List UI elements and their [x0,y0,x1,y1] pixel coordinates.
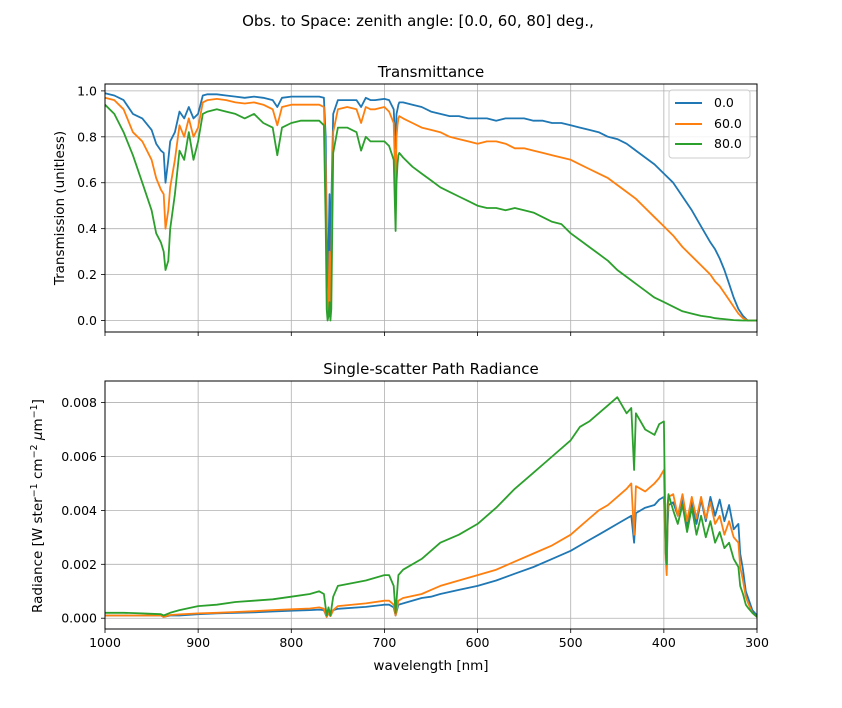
radiance-series [105,396,758,618]
y-tick-label: 0.002 [61,557,97,572]
transmittance-panel: Transmittance 0.0 0.2 0.4 0.6 0.8 1.0 Transmi… [52,63,758,336]
transmittance-title: Transmittance [377,63,484,81]
x-tick-label: 800 [279,635,303,650]
y-tick-label: 0.006 [61,449,97,464]
transmittance-legend: 0.0 60.0 80.0 [668,89,751,159]
x-tick-label: 500 [559,635,583,650]
radiance-ylabel: Radiance [W ster−1 cm−2 μm−1] [29,399,46,613]
series-line-80-0 [104,104,757,322]
y-tick-label: 0.000 [61,611,97,626]
y-tick-label: 0.2 [77,267,97,282]
x-tick-label: 400 [652,635,676,650]
x-tick-label: 300 [745,635,769,650]
figure-suptitle: Obs. to Space: zenith angle: [0.0, 60, 8… [242,12,594,30]
transmittance-series [104,92,757,322]
y-tick-label: 0.0 [77,313,97,328]
legend-label-1: 60.0 [714,116,742,131]
radiance-xlabel: wavelength [nm] [373,658,488,674]
transmittance-x-ticks [104,332,758,336]
x-tick-label: 700 [372,635,396,650]
legend-label-2: 80.0 [714,136,742,151]
x-tick-label: 1000 [89,635,121,650]
series-line-0-0 [104,92,757,322]
series-line-60-0 [105,469,758,618]
series-line-60-0 [104,96,757,322]
y-tick-label: 1.0 [77,83,97,98]
series-line-0-0 [105,495,758,618]
radiance-x-ticks: 1000 900 800 700 600 500 400 300 [89,629,769,650]
x-tick-label: 900 [186,635,210,650]
legend-frame [668,89,751,159]
radiance-title: Single-scatter Path Radiance [323,360,539,378]
y-tick-label: 0.004 [61,503,97,518]
transmittance-plot-frame [104,83,758,333]
radiance-plot-frame [104,380,758,630]
radiance-y-ticks: 0.000 0.002 0.004 0.006 0.008 [61,395,105,626]
y-tick-label: 0.8 [77,129,97,144]
transmittance-y-ticks: 0.0 0.2 0.4 0.6 0.8 1.0 [77,83,105,328]
legend-label-0: 0.0 [714,95,734,110]
transmittance-ylabel: Transmission (unitless) [52,131,68,286]
x-tick-label: 600 [466,635,490,650]
y-tick-label: 0.6 [77,175,97,190]
radiance-panel: Single-scatter Path Radiance 1000 900 800 7… [29,360,769,674]
transmittance-grid [104,84,758,332]
series-line-80-0 [105,396,758,618]
y-tick-label: 0.4 [77,221,97,236]
radiance-grid [104,381,758,629]
y-tick-label: 0.008 [61,395,97,410]
